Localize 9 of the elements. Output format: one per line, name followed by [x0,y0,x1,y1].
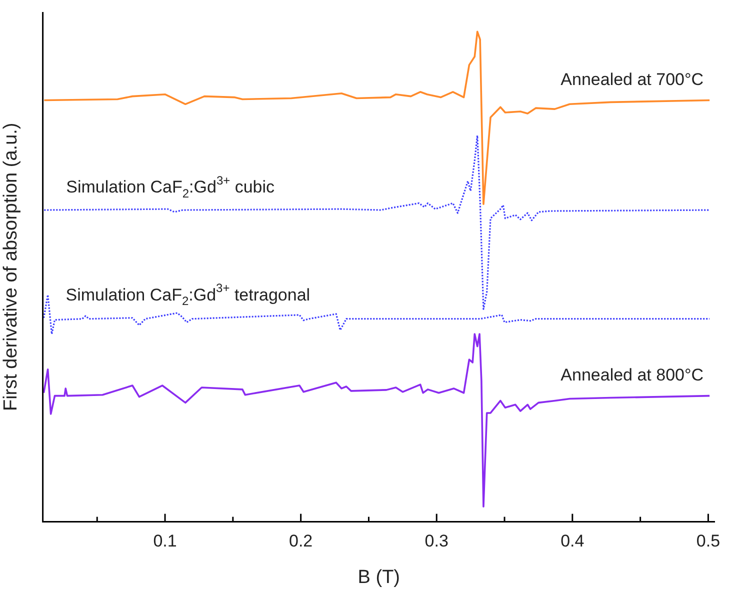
x-tick-label: 0.5 [696,532,720,551]
x-tick-label: 0.4 [560,532,584,551]
series-label: Annealed at 800°C [560,366,704,385]
x-tick-label: 0.2 [288,532,313,551]
y-axis-title: First derivative of absorption (a.u.) [0,122,22,412]
series-label: Annealed at 700°C [560,70,704,89]
x-tick-label: 0.3 [424,532,448,551]
x-tick-label: 0.1 [153,532,177,551]
x-axis-title: B (T) [358,566,400,588]
